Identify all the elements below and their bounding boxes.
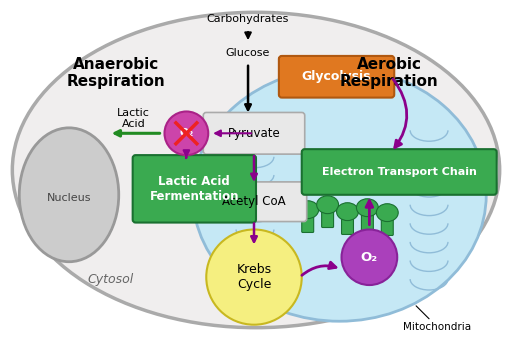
Text: O₂: O₂ xyxy=(361,251,378,264)
FancyBboxPatch shape xyxy=(381,212,393,236)
FancyBboxPatch shape xyxy=(321,204,334,227)
Text: Carbohydrates: Carbohydrates xyxy=(207,14,289,24)
Text: Aerobic
Respiration: Aerobic Respiration xyxy=(340,56,438,89)
Ellipse shape xyxy=(376,204,398,222)
Ellipse shape xyxy=(19,128,119,262)
Text: Nucleus: Nucleus xyxy=(47,193,91,203)
FancyArrowPatch shape xyxy=(302,262,336,275)
Text: Glycolysis: Glycolysis xyxy=(302,70,371,83)
Text: Anaerobic
Respiration: Anaerobic Respiration xyxy=(66,56,165,89)
FancyBboxPatch shape xyxy=(203,113,305,154)
Circle shape xyxy=(206,230,302,325)
FancyBboxPatch shape xyxy=(133,155,256,222)
Text: Acetyl CoA: Acetyl CoA xyxy=(222,195,286,208)
Text: Mitochondria: Mitochondria xyxy=(403,322,471,332)
FancyBboxPatch shape xyxy=(302,209,314,233)
Text: Electron Transport Chain: Electron Transport Chain xyxy=(322,167,477,177)
Ellipse shape xyxy=(337,203,358,221)
FancyBboxPatch shape xyxy=(341,211,354,235)
Text: Cytosol: Cytosol xyxy=(88,272,134,286)
Text: O₂: O₂ xyxy=(179,128,194,138)
Circle shape xyxy=(341,230,397,285)
Text: Krebs
Cycle: Krebs Cycle xyxy=(237,263,271,291)
Ellipse shape xyxy=(317,196,339,214)
FancyArrowPatch shape xyxy=(393,79,407,147)
Circle shape xyxy=(165,112,208,155)
Ellipse shape xyxy=(193,68,486,321)
FancyBboxPatch shape xyxy=(279,56,394,98)
Ellipse shape xyxy=(357,199,378,217)
Text: Lactic
Acid: Lactic Acid xyxy=(117,107,150,129)
Ellipse shape xyxy=(297,201,319,219)
Text: Lactic Acid
Fermentation: Lactic Acid Fermentation xyxy=(150,175,239,203)
FancyBboxPatch shape xyxy=(302,149,497,195)
FancyArrowPatch shape xyxy=(366,201,373,225)
FancyBboxPatch shape xyxy=(201,182,307,222)
FancyBboxPatch shape xyxy=(361,207,374,231)
Text: Pyruvate: Pyruvate xyxy=(227,127,281,140)
Text: Glucose: Glucose xyxy=(226,48,270,58)
Ellipse shape xyxy=(12,12,500,328)
